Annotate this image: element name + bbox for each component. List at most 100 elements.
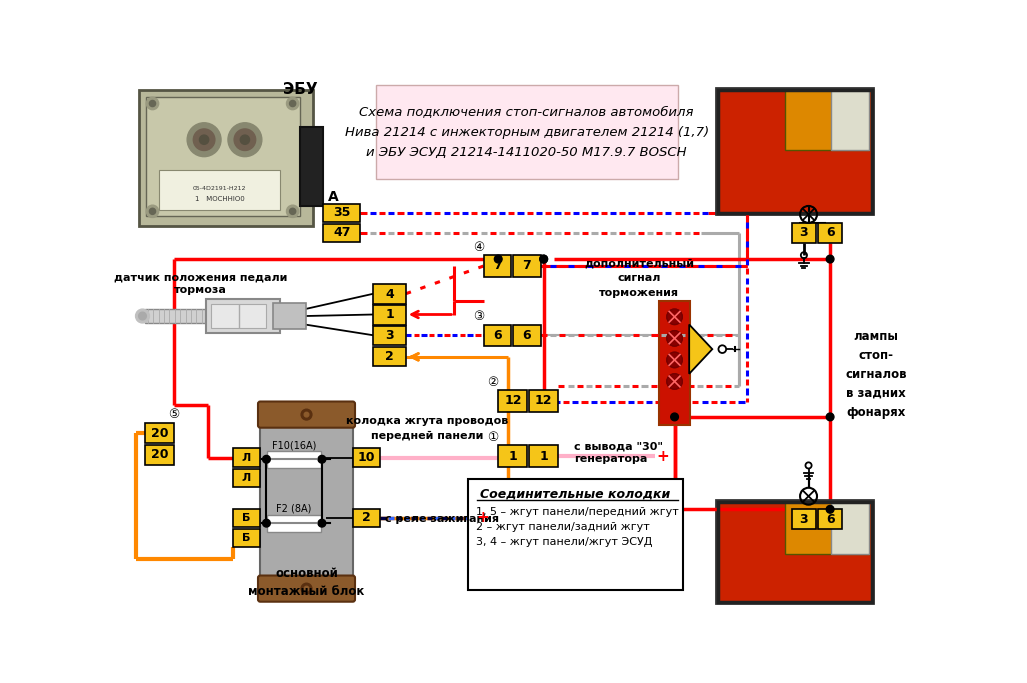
FancyBboxPatch shape [468, 479, 683, 590]
FancyBboxPatch shape [145, 445, 174, 464]
Circle shape [301, 583, 312, 594]
Circle shape [827, 413, 834, 421]
Text: ③: ③ [473, 310, 485, 323]
Circle shape [287, 205, 299, 217]
Circle shape [287, 98, 299, 110]
Circle shape [301, 409, 312, 420]
FancyBboxPatch shape [159, 170, 280, 210]
Text: 6: 6 [493, 329, 502, 342]
Text: F2 (8A): F2 (8A) [276, 503, 312, 514]
Text: ⑤: ⑤ [167, 408, 179, 421]
Circle shape [146, 205, 158, 217]
Text: 12: 12 [535, 394, 553, 407]
Circle shape [149, 100, 155, 107]
Circle shape [667, 374, 682, 389]
FancyBboxPatch shape [267, 515, 321, 531]
FancyBboxPatch shape [258, 402, 355, 428]
Text: основной
монтажный блок: основной монтажный блок [249, 567, 365, 598]
Text: 1, 5 – жгут панели/передний жгут: 1, 5 – жгут панели/передний жгут [476, 507, 679, 516]
FancyBboxPatch shape [529, 390, 559, 412]
Circle shape [234, 129, 256, 150]
FancyBboxPatch shape [140, 90, 313, 226]
Circle shape [146, 98, 158, 110]
Text: 3: 3 [800, 513, 808, 526]
Circle shape [199, 135, 208, 144]
Text: 47: 47 [333, 226, 350, 239]
Text: Л: Л [241, 473, 251, 483]
FancyBboxPatch shape [716, 500, 873, 603]
FancyBboxPatch shape [716, 88, 873, 214]
FancyBboxPatch shape [831, 503, 870, 554]
Text: 4: 4 [385, 288, 394, 301]
Text: 7: 7 [493, 260, 502, 273]
FancyBboxPatch shape [376, 85, 678, 179]
FancyBboxPatch shape [232, 529, 260, 547]
Text: Соединительные колодки: Соединительные колодки [480, 488, 671, 501]
Text: Б: Б [242, 533, 251, 543]
Circle shape [667, 331, 682, 346]
FancyBboxPatch shape [512, 255, 540, 277]
FancyBboxPatch shape [529, 445, 559, 467]
Text: датчик положения педали
тормоза: датчик положения педали тормоза [114, 272, 287, 295]
FancyBboxPatch shape [792, 510, 816, 529]
FancyBboxPatch shape [145, 423, 174, 443]
Text: ④: ④ [473, 241, 485, 254]
Text: 6: 6 [826, 513, 834, 526]
Text: колодка жгута проводов
передней панели: колодка жгута проводов передней панели [346, 417, 508, 441]
Circle shape [290, 208, 296, 214]
FancyBboxPatch shape [817, 223, 842, 243]
Text: 6: 6 [523, 329, 531, 342]
FancyBboxPatch shape [374, 305, 406, 324]
Text: 20: 20 [151, 448, 168, 461]
Text: 2: 2 [363, 512, 371, 525]
Text: 3, 4 – жгут панели/жгут ЭСУД: 3, 4 – жгут панели/жгут ЭСУД [476, 538, 652, 548]
Text: 35: 35 [333, 206, 350, 219]
Circle shape [263, 456, 270, 463]
Text: с вывода "30": с вывода "30" [574, 441, 662, 451]
Circle shape [136, 309, 149, 323]
FancyBboxPatch shape [352, 509, 380, 527]
Text: F10(16A): F10(16A) [272, 441, 316, 450]
FancyBboxPatch shape [267, 451, 321, 468]
FancyBboxPatch shape [792, 223, 816, 243]
Text: 05-4D2191-H212: 05-4D2191-H212 [193, 186, 246, 191]
FancyBboxPatch shape [324, 223, 360, 242]
Circle shape [827, 255, 834, 263]
Text: А: А [328, 191, 339, 204]
Circle shape [240, 135, 250, 144]
Circle shape [318, 519, 326, 527]
FancyBboxPatch shape [205, 299, 280, 333]
Circle shape [193, 129, 215, 150]
Text: 7: 7 [523, 260, 531, 273]
Text: лампы
стоп-
сигналов
в задних
фонарях: лампы стоп- сигналов в задних фонарях [845, 330, 907, 419]
FancyBboxPatch shape [785, 503, 870, 554]
FancyBboxPatch shape [145, 309, 206, 323]
FancyBboxPatch shape [831, 90, 870, 150]
Circle shape [827, 505, 834, 513]
FancyBboxPatch shape [484, 255, 511, 277]
Text: Б: Б [242, 513, 251, 522]
Text: 3: 3 [800, 226, 808, 239]
FancyBboxPatch shape [324, 204, 360, 222]
FancyBboxPatch shape [273, 303, 306, 329]
Text: ②: ② [487, 376, 498, 389]
Text: +: + [476, 510, 489, 525]
Text: 10: 10 [357, 451, 375, 464]
Circle shape [263, 519, 270, 527]
FancyBboxPatch shape [512, 324, 540, 346]
Circle shape [671, 413, 679, 421]
Text: 1   MOCHHIO0: 1 MOCHHIO0 [195, 196, 244, 202]
FancyBboxPatch shape [146, 98, 300, 216]
FancyBboxPatch shape [232, 509, 260, 527]
Circle shape [318, 456, 326, 463]
FancyBboxPatch shape [785, 90, 870, 150]
FancyBboxPatch shape [374, 285, 406, 304]
Polygon shape [689, 324, 713, 374]
FancyBboxPatch shape [258, 576, 355, 602]
Text: 1: 1 [385, 309, 394, 322]
FancyBboxPatch shape [300, 128, 322, 206]
Text: ①: ① [487, 431, 498, 444]
Circle shape [494, 255, 502, 263]
Circle shape [187, 123, 221, 156]
FancyBboxPatch shape [374, 326, 406, 346]
